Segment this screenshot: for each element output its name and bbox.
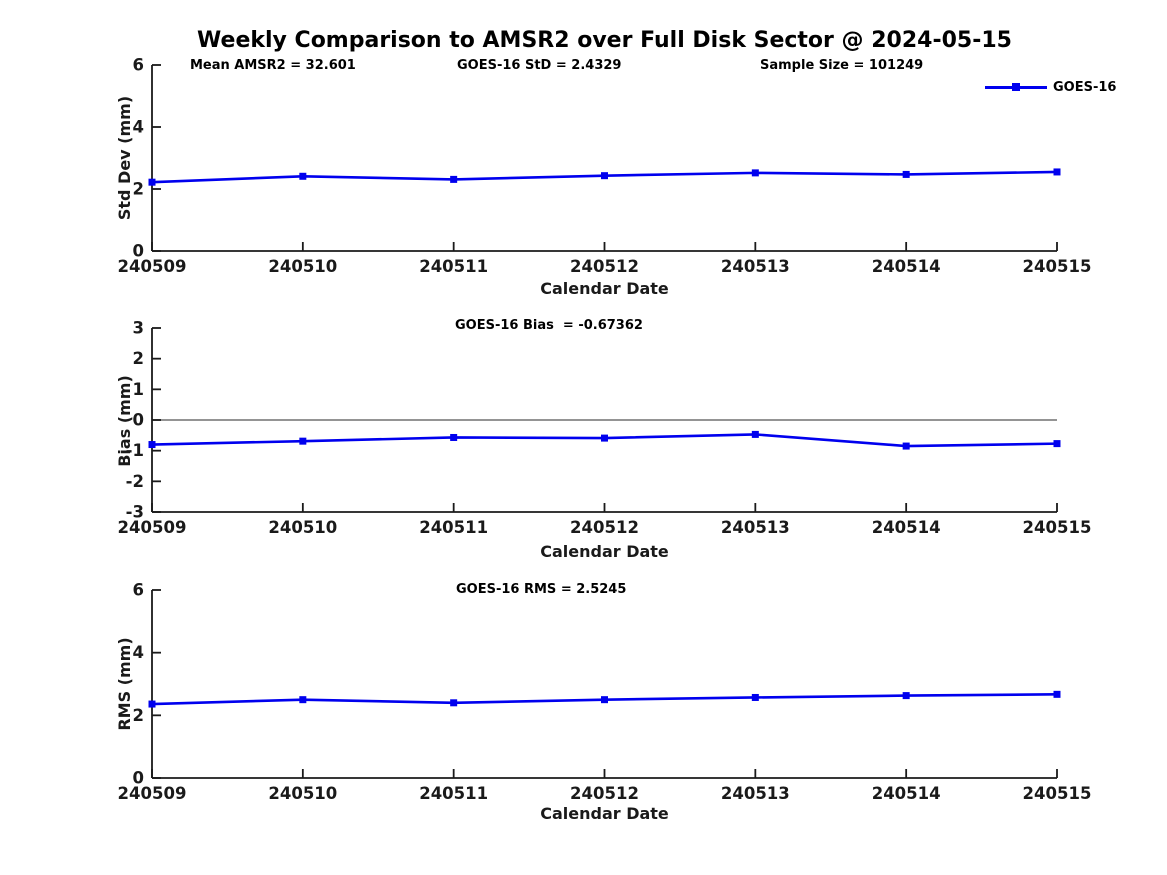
x-tick-label: 240511 xyxy=(419,518,488,537)
x-tick-label: 240515 xyxy=(1023,257,1092,276)
y-tick-label: 2 xyxy=(133,349,144,368)
x-tick-label: 240509 xyxy=(118,518,187,537)
x-tick-label: 240513 xyxy=(721,518,790,537)
data-point xyxy=(751,169,759,177)
legend-marker-icon xyxy=(1012,83,1020,91)
y-tick-label: 2 xyxy=(133,180,144,199)
x-tick-label: 240513 xyxy=(721,784,790,803)
data-point xyxy=(902,692,910,700)
legend-label: GOES-16 xyxy=(1053,80,1117,95)
data-point xyxy=(450,433,458,441)
y-axis-label-stddev: Std Dev (mm) xyxy=(115,95,134,221)
y-tick-label: 0 xyxy=(133,411,144,430)
data-point xyxy=(601,434,608,442)
x-tick-label: 240512 xyxy=(570,784,639,803)
data-point xyxy=(1053,440,1061,448)
y-axis-label-bias: Bias (mm) xyxy=(115,375,134,467)
y-tick-label: -2 xyxy=(126,472,144,491)
data-point xyxy=(751,430,759,438)
page-title: Weekly Comparison to AMSR2 over Full Dis… xyxy=(197,28,1012,53)
x-tick-label: 240514 xyxy=(872,257,941,276)
x-tick-label: 240512 xyxy=(570,518,639,537)
data-point xyxy=(751,693,759,701)
data-point xyxy=(299,696,307,704)
y-tick-label: 2 xyxy=(133,706,144,725)
y-tick-label: 6 xyxy=(133,56,144,75)
y-tick-label: 1 xyxy=(133,380,144,399)
annotation-goes16-rms: GOES-16 RMS = 2.5245 xyxy=(456,582,627,597)
x-tick-label: 240509 xyxy=(118,784,187,803)
x-axis-label-calendar-date-1: Calendar Date xyxy=(540,279,669,298)
data-point xyxy=(148,700,156,708)
x-tick-label: 240513 xyxy=(721,257,790,276)
data-point xyxy=(148,178,156,186)
x-axis-label-calendar-date-2: Calendar Date xyxy=(540,542,669,561)
annotation-sample-size: Sample Size = 101249 xyxy=(760,58,924,73)
data-point xyxy=(902,442,910,450)
x-tick-label: 240509 xyxy=(118,257,187,276)
data-point xyxy=(148,441,156,449)
x-tick-label: 240510 xyxy=(268,784,337,803)
y-tick-label: 6 xyxy=(133,581,144,600)
data-point xyxy=(1053,690,1061,698)
x-axis-label-calendar-date-3: Calendar Date xyxy=(540,804,669,823)
data-point xyxy=(601,172,608,180)
y-tick-label: 0 xyxy=(133,242,144,261)
annotation-mean-amsr2: Mean AMSR2 = 32.601 xyxy=(190,58,356,73)
y-axis-label-rms: RMS (mm) xyxy=(115,637,134,731)
y-tick-label: -3 xyxy=(126,503,144,522)
y-tick-label: 3 xyxy=(133,319,144,338)
y-tick-label: 0 xyxy=(133,769,144,788)
y-tick-label: 4 xyxy=(133,643,144,662)
data-point xyxy=(299,172,307,180)
data-point xyxy=(902,170,910,178)
x-tick-label: 240511 xyxy=(419,784,488,803)
x-tick-label: 240515 xyxy=(1023,518,1092,537)
data-point xyxy=(450,175,458,183)
x-tick-label: 240510 xyxy=(268,518,337,537)
data-point xyxy=(601,696,608,704)
y-tick-label: 4 xyxy=(133,118,144,137)
x-tick-label: 240510 xyxy=(268,257,337,276)
annotation-goes16-std: GOES-16 StD = 2.4329 xyxy=(457,58,622,73)
x-tick-label: 240514 xyxy=(872,518,941,537)
x-tick-label: 240515 xyxy=(1023,784,1092,803)
annotation-goes16-bias: GOES-16 Bias = -0.67362 xyxy=(455,318,643,333)
data-point xyxy=(1053,168,1061,176)
data-point xyxy=(450,699,458,707)
x-tick-label: 240514 xyxy=(872,784,941,803)
y-tick-label: -1 xyxy=(126,441,144,460)
x-tick-label: 240512 xyxy=(570,257,639,276)
x-tick-label: 240511 xyxy=(419,257,488,276)
data-point xyxy=(299,437,307,445)
